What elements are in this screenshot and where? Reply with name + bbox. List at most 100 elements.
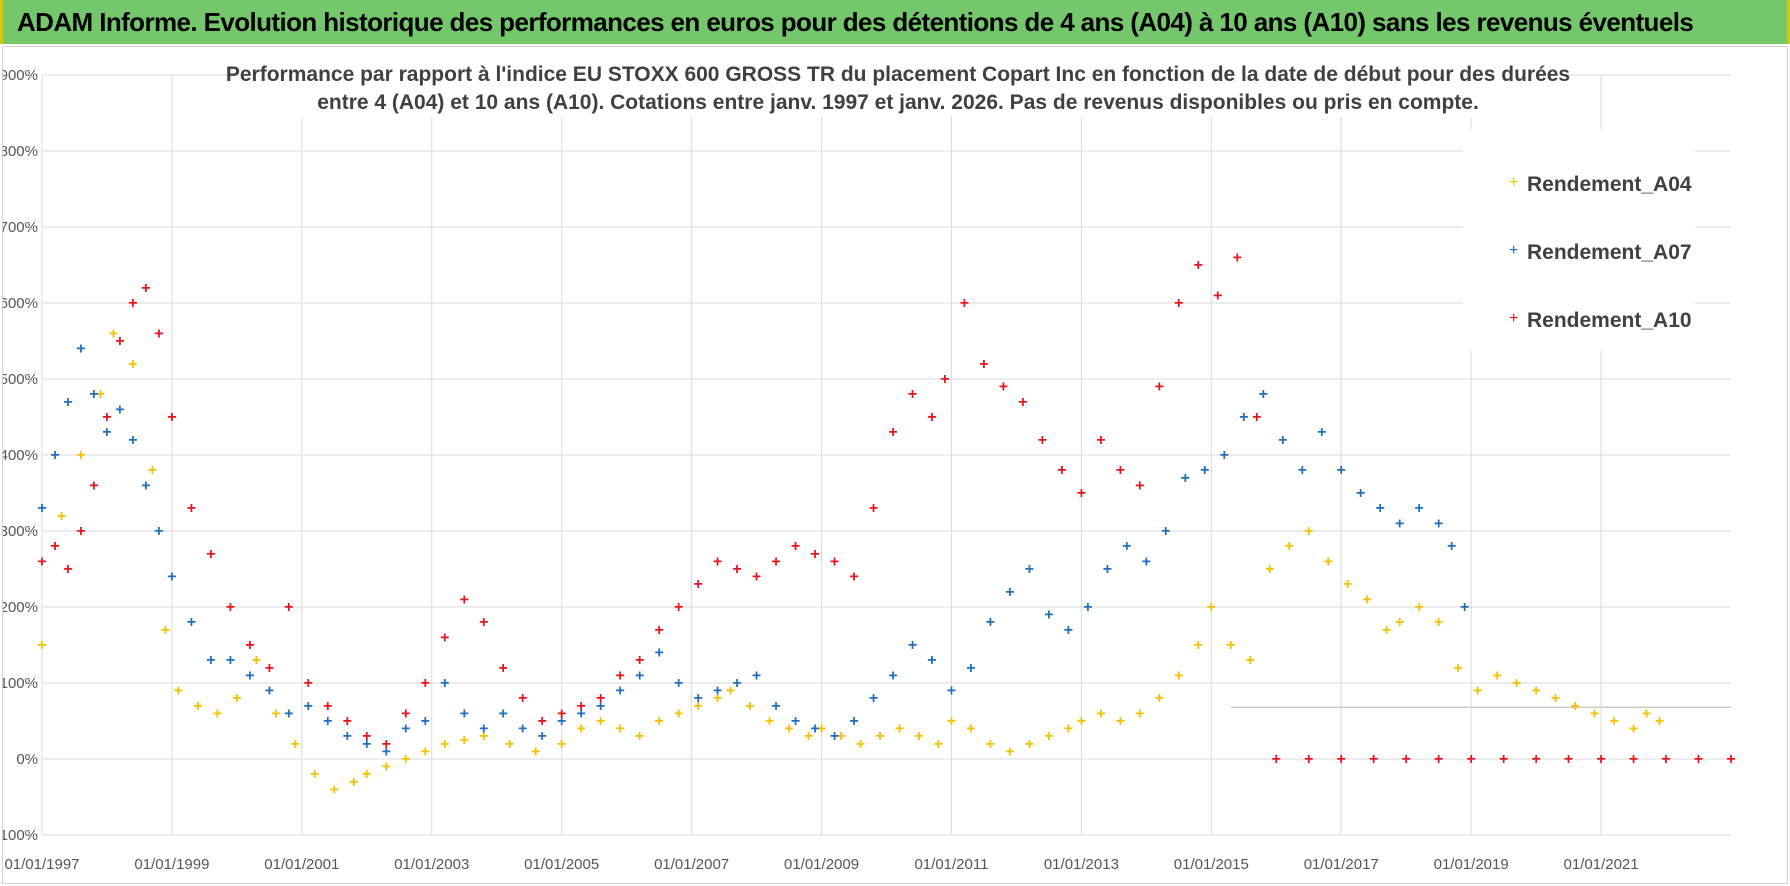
chart-legend: + Rendement_A04 + Rendement_A07 + Rendem… — [1463, 129, 1695, 351]
legend-label-a07: Rendement_A07 — [1527, 241, 1692, 264]
point-rendement-a07: + — [102, 424, 111, 441]
point-rendement-a04: + — [1025, 736, 1034, 753]
point-rendement-a04: + — [1324, 553, 1333, 570]
point-rendement-a04: + — [291, 736, 300, 753]
x-tick-label: 01/01/2017 — [1304, 856, 1379, 873]
point-rendement-a07: + — [479, 721, 488, 738]
point-rendement-a04: + — [654, 713, 663, 730]
chart-points: + + + + + + + + + + + + + + + + + + + + + + + + + + + + + + + + + + + + + + + +… — [37, 249, 1735, 798]
point-rendement-a07: + — [115, 401, 124, 418]
point-rendement-a04: + — [232, 690, 241, 707]
point-rendement-a04: + — [1005, 743, 1014, 760]
point-rendement-a10: + — [596, 690, 605, 707]
point-rendement-a04: + — [1135, 705, 1144, 722]
y-tick-label: - 100% — [3, 827, 38, 844]
point-rendement-a04: + — [252, 652, 261, 669]
point-rendement-a07: + — [1298, 462, 1307, 479]
point-rendement-a04: + — [440, 736, 449, 753]
point-rendement-a04: + — [382, 759, 391, 776]
point-rendement-a04: + — [213, 705, 222, 722]
point-rendement-a04: + — [109, 325, 118, 342]
x-tick-label: 01/01/2007 — [654, 856, 729, 873]
point-rendement-a10: + — [1057, 462, 1066, 479]
point-rendement-a04: + — [726, 683, 735, 700]
point-rendement-a07: + — [713, 683, 722, 700]
x-tick-label: 01/01/2009 — [784, 856, 859, 873]
point-rendement-a07: + — [1395, 515, 1404, 532]
x-tick-label: 01/01/2005 — [524, 856, 599, 873]
point-rendement-a10: + — [440, 629, 449, 646]
x-tick-label: 01/01/1999 — [134, 856, 209, 873]
point-rendement-a07: + — [1239, 409, 1248, 426]
point-rendement-a07: + — [752, 667, 761, 684]
y-tick-label: 900% — [3, 67, 38, 84]
point-rendement-a04: + — [193, 698, 202, 715]
point-rendement-a07: + — [37, 500, 46, 517]
report-banner: ADAM Informe. Evolution historique des p… — [0, 0, 1790, 44]
y-axis-ticks: - 100% 0% 100% 200% 300% 400% 500% 600% 700% 800%… — [3, 67, 38, 844]
point-rendement-a10: + — [1213, 287, 1222, 304]
legend-item-a10: + Rendement_A10 — [1509, 309, 1692, 332]
point-rendement-a04: + — [1531, 683, 1540, 700]
point-rendement-a10: + — [713, 553, 722, 570]
point-rendement-a10: + — [89, 477, 98, 494]
point-rendement-a10: + — [382, 736, 391, 753]
point-rendement-a10: + — [1174, 295, 1183, 312]
x-tick-label: 01/01/2003 — [394, 856, 469, 873]
point-rendement-a04: + — [1226, 637, 1235, 654]
point-rendement-a10: + — [460, 591, 469, 608]
point-rendement-a04: + — [1629, 721, 1638, 738]
y-tick-label: 600% — [3, 295, 38, 312]
point-rendement-a04: + — [1453, 660, 1462, 677]
point-rendement-a04: + — [271, 705, 280, 722]
point-rendement-a10: + — [849, 569, 858, 586]
point-rendement-a10: + — [615, 667, 624, 684]
point-rendement-a07: + — [791, 713, 800, 730]
x-tick-label: 01/01/2001 — [264, 856, 339, 873]
point-rendement-a07: + — [265, 683, 274, 700]
performance-chart: - 100% 0% 100% 200% 300% 400% 500% 600% 700% 800%… — [3, 55, 1736, 873]
point-rendement-a07: + — [440, 675, 449, 692]
point-rendement-a04: + — [460, 732, 469, 749]
point-rendement-a07: + — [362, 736, 371, 753]
point-rendement-a04: + — [817, 721, 826, 738]
x-tick-label: 01/01/2019 — [1434, 856, 1509, 873]
point-rendement-a07: + — [1083, 599, 1092, 616]
point-rendement-a07: + — [89, 386, 98, 403]
point-rendement-a04: + — [1096, 705, 1105, 722]
point-rendement-a07: + — [771, 698, 780, 715]
point-rendement-a04: + — [362, 766, 371, 783]
point-rendement-a04: + — [1655, 713, 1664, 730]
point-rendement-a04: + — [1395, 614, 1404, 631]
y-tick-label: 700% — [3, 219, 38, 236]
point-rendement-a07: + — [693, 690, 702, 707]
point-rendement-a10: + — [1466, 751, 1475, 768]
point-rendement-a04: + — [505, 736, 514, 753]
point-rendement-a10: + — [791, 538, 800, 555]
point-rendement-a04: + — [310, 766, 319, 783]
point-rendement-a04: + — [966, 721, 975, 738]
point-rendement-a07: + — [732, 675, 741, 692]
point-rendement-a10: + — [927, 409, 936, 426]
point-rendement-a04: + — [1064, 721, 1073, 738]
point-rendement-a07: + — [401, 721, 410, 738]
point-rendement-a07: + — [1447, 538, 1456, 555]
point-rendement-a04: + — [1590, 705, 1599, 722]
point-rendement-a07: + — [460, 705, 469, 722]
point-rendement-a07: + — [615, 683, 624, 700]
point-rendement-a10: + — [284, 599, 293, 616]
point-rendement-a07: + — [206, 652, 215, 669]
legend-label-a10: Rendement_A10 — [1527, 309, 1692, 332]
point-rendement-a04: + — [330, 781, 339, 798]
point-rendement-a07: + — [986, 614, 995, 631]
point-rendement-a07: + — [284, 705, 293, 722]
point-rendement-a04: + — [1077, 713, 1086, 730]
point-rendement-a07: + — [304, 698, 313, 715]
x-tick-label: 01/01/1997 — [4, 856, 79, 873]
point-rendement-a04: + — [596, 713, 605, 730]
point-rendement-a07: + — [1317, 424, 1326, 441]
x-tick-label: 01/01/2013 — [1044, 856, 1119, 873]
point-rendement-a04: + — [804, 728, 813, 745]
point-rendement-a07: + — [1064, 622, 1073, 639]
point-rendement-a07: + — [141, 477, 150, 494]
